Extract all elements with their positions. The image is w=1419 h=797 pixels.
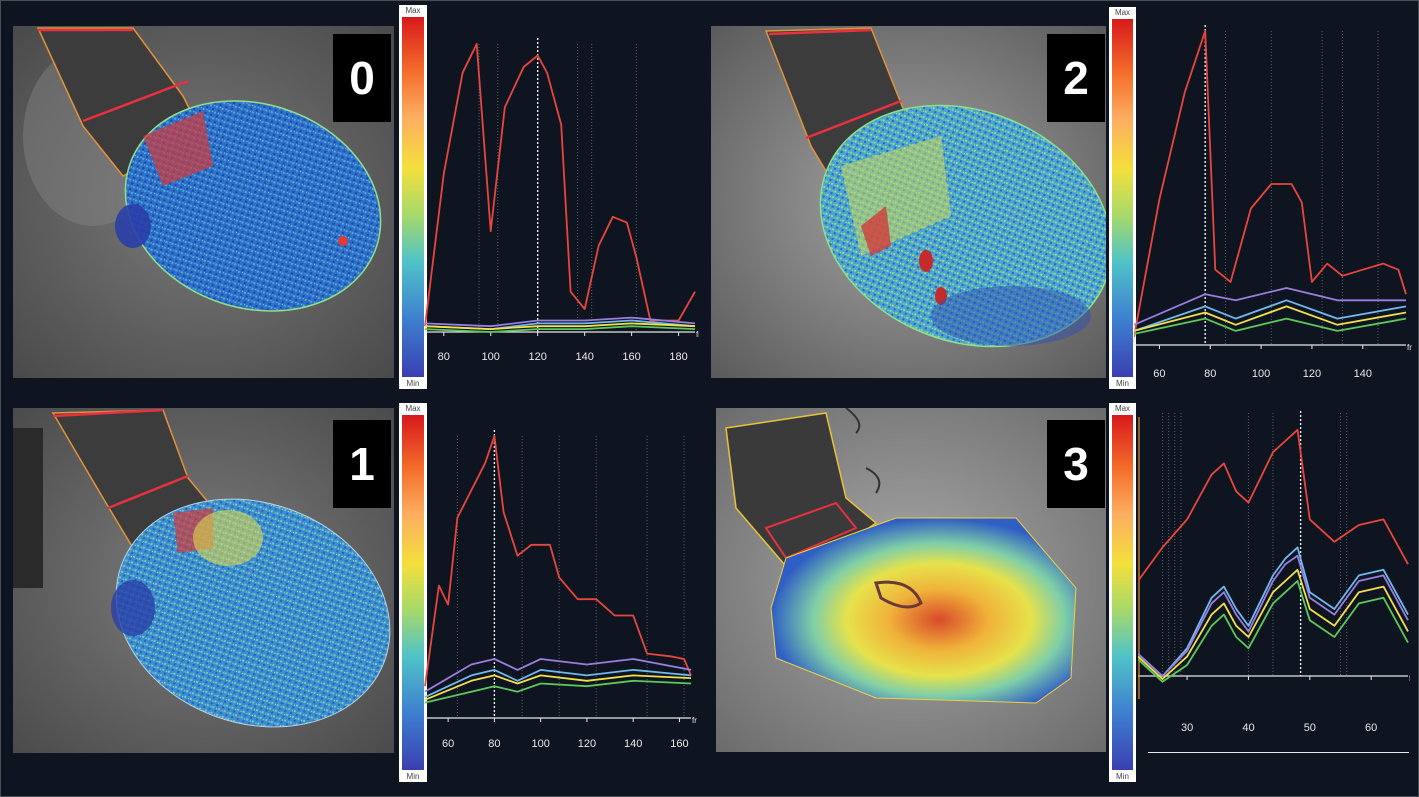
x-unit-label: fr xyxy=(1409,674,1410,683)
x-tick-label: 60 xyxy=(1153,368,1165,380)
series-line xyxy=(1138,568,1409,680)
series-line xyxy=(1138,580,1409,683)
x-tick-label: 140 xyxy=(575,351,593,363)
colorbar-max-label: Max xyxy=(405,404,421,413)
x-tick-label: 40 xyxy=(1242,722,1254,734)
series-line xyxy=(1138,428,1409,582)
intensity-plot-2: 60 80 100 120 140 fr xyxy=(1134,25,1412,380)
x-tick-label: 60 xyxy=(1365,722,1377,734)
angiogram-image-2 xyxy=(711,26,1106,378)
x-tick-label: 120 xyxy=(529,351,547,363)
x-unit-label: fr xyxy=(1407,343,1412,352)
angiogram-panel-1 xyxy=(13,408,394,753)
x-tick-label: 30 xyxy=(1181,722,1193,734)
colorbar-2: Max Min xyxy=(1109,7,1136,389)
x-tick-label: 160 xyxy=(670,738,688,748)
x-tick-label: 50 xyxy=(1304,722,1316,734)
colorbar-1: Max Min xyxy=(399,403,427,782)
x-tick-label: 120 xyxy=(578,738,596,748)
x-tick-label: 120 xyxy=(1303,368,1321,380)
intensity-plot-0: 80 100 120 140 160 180 fr xyxy=(424,38,699,363)
x-tick-label: 100 xyxy=(531,738,549,748)
intensity-plot-3: 30 40 50 60 fr xyxy=(1138,409,1410,734)
panel-label-1: 1 xyxy=(333,420,391,508)
colorbar-0: Max Min xyxy=(399,5,427,389)
colorbar-max-label: Max xyxy=(1114,8,1131,17)
colorbar-max-label: Max xyxy=(1114,404,1131,413)
colorbar-max-label: Max xyxy=(405,6,421,15)
panel-label-3: 3 xyxy=(1047,420,1105,508)
angiogram-panel-2 xyxy=(711,26,1106,378)
series-line xyxy=(1134,317,1407,335)
series-line xyxy=(1134,30,1407,338)
colorbar-3: Max Min xyxy=(1109,403,1136,782)
colorbar-min-label: Min xyxy=(406,772,420,781)
angiogram-image-1 xyxy=(13,408,394,753)
series-line xyxy=(424,679,692,704)
series-line xyxy=(1134,287,1406,326)
angiogram-image-3 xyxy=(716,408,1106,752)
x-tick-label: 100 xyxy=(1252,368,1270,380)
x-unit-label: fr xyxy=(696,330,699,339)
angiogram-panel-3 xyxy=(716,408,1106,752)
angiogram-image-0 xyxy=(13,26,394,378)
intensity-plot-1: 60 80 100 120 140 160 fr xyxy=(424,430,697,748)
series-line xyxy=(424,658,692,693)
panel-label-0: 0 xyxy=(333,34,391,122)
x-tick-label: 80 xyxy=(1204,368,1216,380)
x-tick-label: 140 xyxy=(1354,368,1372,380)
x-unit-label: fr xyxy=(692,716,697,725)
axis-baseline-extra xyxy=(1148,752,1409,753)
series-line xyxy=(424,669,692,698)
x-tick-label: 80 xyxy=(438,351,450,363)
series-line xyxy=(424,316,696,328)
x-tick-label: 80 xyxy=(488,738,500,748)
angiogram-panel-0 xyxy=(13,26,394,378)
x-tick-label: 140 xyxy=(624,738,642,748)
x-tick-label: 60 xyxy=(442,738,454,748)
series-line xyxy=(424,43,696,327)
x-tick-label: 100 xyxy=(482,351,500,363)
colorbar-min-label: Min xyxy=(1116,379,1129,388)
series-line xyxy=(424,322,696,330)
x-tick-label: 160 xyxy=(622,351,640,363)
colorbar-min-label: Min xyxy=(406,379,420,388)
series-line xyxy=(1134,305,1407,332)
panel-label-2: 2 xyxy=(1047,34,1105,122)
series-line xyxy=(1134,299,1407,332)
series-line xyxy=(424,674,692,701)
series-line xyxy=(1138,546,1409,678)
series-line xyxy=(424,325,696,333)
series-line xyxy=(1138,554,1409,678)
x-tick-label: 180 xyxy=(669,351,687,363)
colorbar-min-label: Min xyxy=(1116,772,1129,781)
series-line xyxy=(424,435,692,687)
